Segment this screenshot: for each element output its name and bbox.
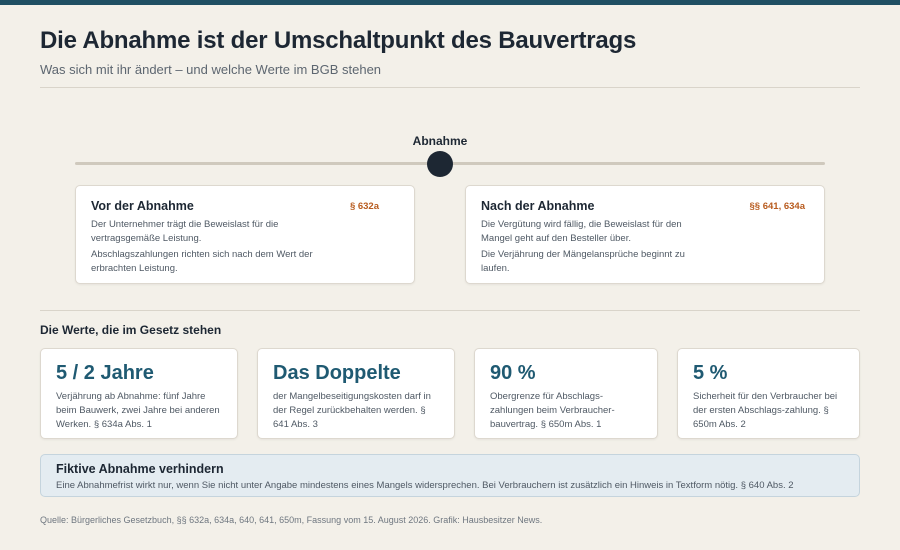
stat-text: Obergrenze für Abschlags-zahlungen beim …: [490, 391, 615, 430]
stat-value: 90 %: [490, 362, 536, 384]
timeline-marker: [427, 151, 453, 177]
page-title: Die Abnahme ist der Umschaltpunkt des Ba…: [40, 27, 637, 54]
stat-text: der Mangelbeseitigungskosten darf in der…: [273, 391, 431, 430]
header-divider: [40, 87, 860, 88]
stat-card-installment-cap: 90 % Obergrenze für Abschlags-zahlungen …: [474, 348, 658, 439]
before-acceptance-card: Vor der Abnahme § 632a Der Unternehmer t…: [75, 185, 415, 284]
after-card-text-1: Die Vergütung wird fällig, die Beweislas…: [481, 219, 682, 244]
after-card-title: Nach der Abnahme: [481, 199, 595, 213]
after-acceptance-card: Nach der Abnahme §§ 641, 634a Die Vergüt…: [465, 185, 825, 284]
stat-card-retention: Das Doppelte der Mangelbeseitigungskoste…: [257, 348, 455, 439]
stat-value: 5 / 2 Jahre: [56, 362, 154, 384]
source-note: Quelle: Bürgerliches Gesetzbuch, §§ 632a…: [40, 515, 543, 525]
page-subtitle: Was sich mit ihr ändert – und welche Wer…: [40, 62, 382, 77]
before-card-title: Vor der Abnahme: [91, 199, 194, 213]
top-accent-bar: [0, 0, 900, 5]
after-card-paragraph: §§ 641, 634a: [749, 201, 805, 212]
callout-title: Fiktive Abnahme verhindern: [56, 462, 224, 476]
stat-value: Das Doppelte: [273, 362, 401, 384]
section-divider: [40, 310, 860, 311]
stat-value: 5 %: [693, 362, 728, 384]
before-card-text-2: Abschlagszahlungen richten sich nach dem…: [91, 249, 313, 274]
fictive-acceptance-callout: Fiktive Abnahme verhindern Eine Abnahmef…: [40, 454, 860, 497]
stat-text: Verjährung ab Abnahme: fünf Jahre beim B…: [56, 391, 220, 430]
values-section-title: Die Werte, die im Gesetz stehen: [40, 323, 222, 337]
after-card-text-2: Die Verjährung der Mängelansprüche begin…: [481, 249, 685, 274]
before-card-text-1: Der Unternehmer trägt die Beweislast für…: [91, 219, 279, 244]
stat-text: Sicherheit für den Verbraucher bei der e…: [693, 391, 838, 430]
timeline-label: Abnahme: [412, 134, 468, 148]
callout-text: Eine Abnahmefrist wirkt nur, wenn Sie ni…: [56, 480, 794, 491]
stat-card-limitation: 5 / 2 Jahre Verjährung ab Abnahme: fünf …: [40, 348, 238, 439]
stat-card-security: 5 % Sicherheit für den Verbraucher bei d…: [677, 348, 860, 439]
before-card-paragraph: § 632a: [349, 201, 379, 212]
